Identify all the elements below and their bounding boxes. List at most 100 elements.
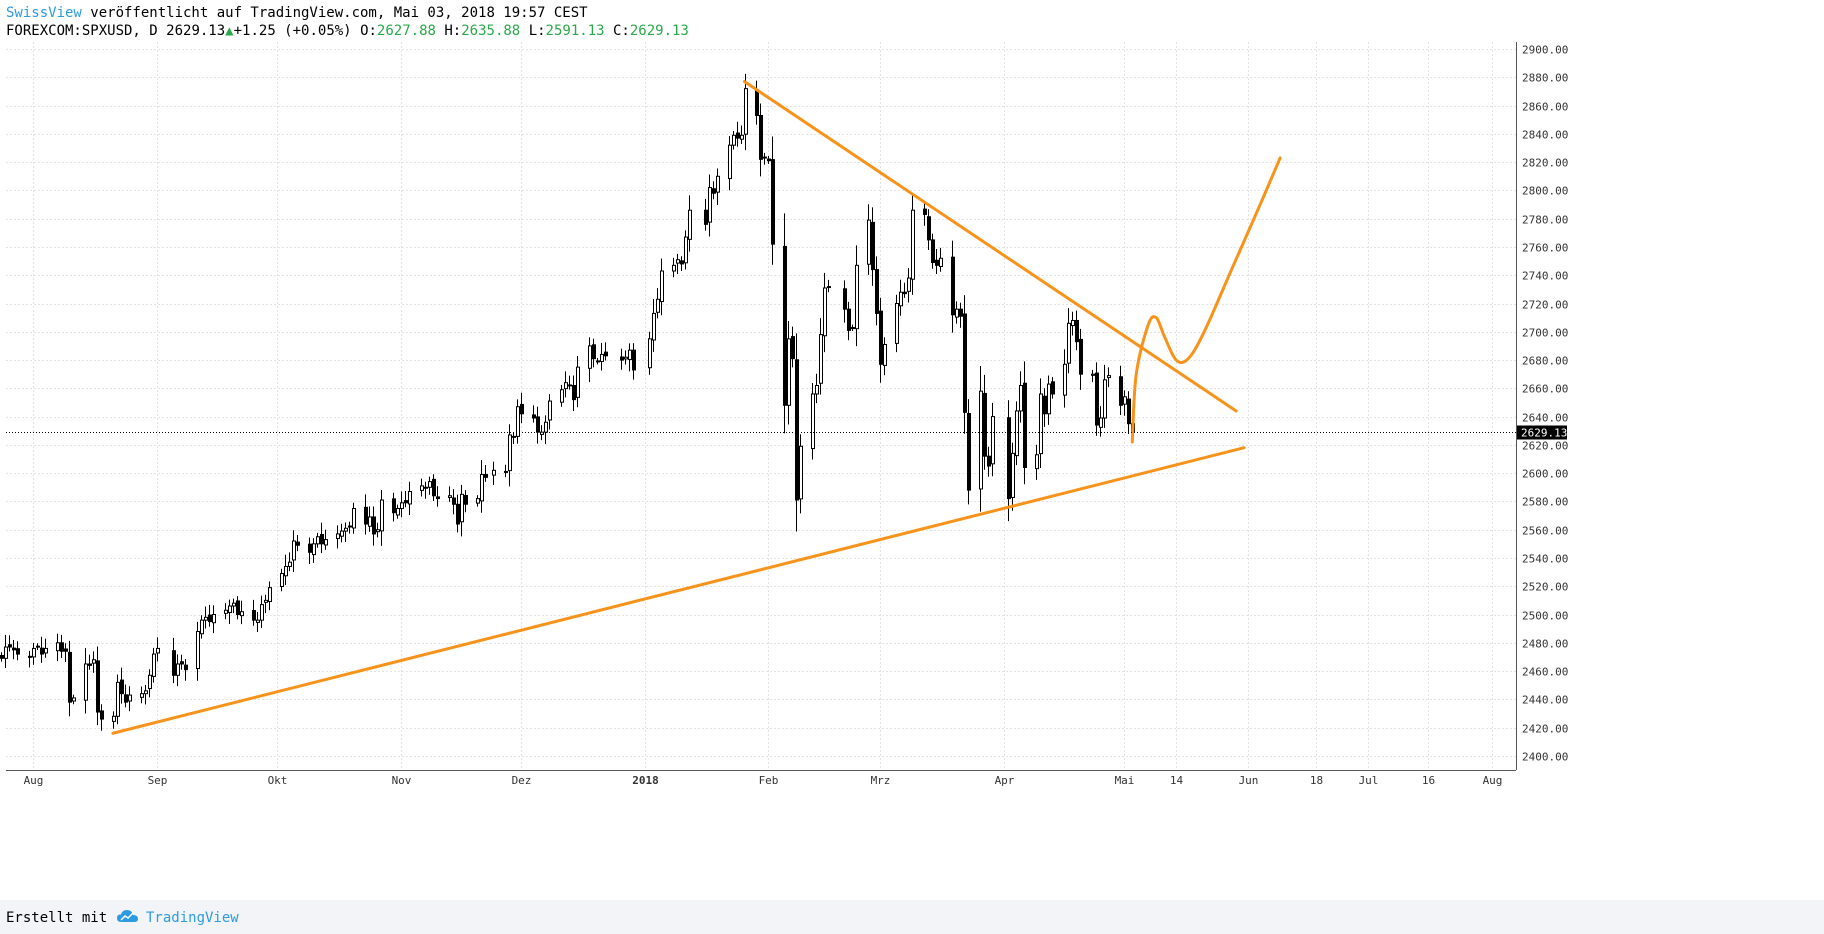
y-tick-label: 2440.00 [1522,694,1568,707]
candle-body [476,498,480,504]
y-tick-label: 2780.00 [1522,214,1568,227]
x-tick-label: 14 [1170,774,1184,787]
candle-body [176,663,180,676]
candle-body [931,239,935,264]
candle-body [180,661,184,665]
candle-body [1015,410,1019,457]
price-chart[interactable]: 2400.00 2420.00 2440.00 2460.00 2480.00 2500.… [0,42,1824,900]
candle-body [564,382,568,390]
candle-body [212,614,216,624]
tradingview-link[interactable]: TradingView [146,910,239,926]
candle-body [871,221,875,271]
y-tick-label: 2460.00 [1522,666,1568,679]
y-tick-label: 2560.00 [1522,525,1568,538]
candle-body [112,715,116,722]
candle-body [280,573,284,588]
x-tick-label: Dez [512,774,532,787]
candle-body [875,269,879,314]
candle-body [843,288,847,310]
y-tick-label: 2880.00 [1522,72,1568,85]
up-arrow-icon: ▲ [225,23,234,39]
candle-body [308,543,312,553]
candle-body [236,600,240,616]
candle-body [124,694,128,703]
candle-body [520,403,524,415]
candle-body [316,536,320,545]
candle-body [344,527,348,532]
candle-body [1071,319,1075,327]
candle-body [1011,452,1015,498]
candle-body [895,303,899,344]
candle-body [100,710,104,720]
candle-body [296,541,300,546]
candle-body [408,491,412,505]
chart-header: SwissView veröffentlicht auf TradingView… [0,0,1824,42]
candle-body [1099,417,1103,428]
candle-body [464,494,468,505]
candle-body [348,525,352,528]
x-tick-label: Mai [1115,774,1135,787]
candle-body [460,493,464,523]
y-tick-label: 2860.00 [1522,101,1568,114]
candle-body [732,134,736,146]
candle-body [340,530,344,537]
candle-body [716,175,720,193]
candle-body [120,679,124,695]
candle-body [712,188,716,194]
candle-body [1103,379,1107,419]
candle-body [252,610,256,621]
projection-curve[interactable] [1130,156,1282,444]
candle-body [260,604,264,621]
candle-body [12,647,16,651]
candle-body [560,389,564,403]
candle-body [140,693,144,698]
publisher-name[interactable]: SwissView [6,5,82,21]
y-tick-label: 2580.00 [1522,496,1568,509]
candle-body [64,648,68,652]
candle-body [1079,338,1083,375]
candle-body [1119,376,1123,406]
y-tick-label: 2820.00 [1522,157,1568,170]
candle-body [728,144,732,180]
candle-body [576,366,580,398]
candle-body [204,616,208,621]
y-tick-label: 2500.00 [1522,610,1568,623]
y-tick-label: 2420.00 [1522,723,1568,736]
candle-body [512,435,516,438]
candle-body [480,474,484,502]
candle-body [827,286,831,289]
close-value: 2629.13 [629,23,689,39]
candle-body [1043,395,1047,415]
high-label: H: [444,23,462,39]
x-tick-label: Nov [392,774,412,787]
trendline-support[interactable] [111,446,1246,735]
candle-body [436,496,440,500]
candle-body [736,132,740,139]
trend-drawings[interactable] [111,80,1282,735]
candle-body [148,674,152,690]
y-tick-label: 2700.00 [1522,327,1568,340]
candle-body [744,88,748,135]
y-tick-label: 2520.00 [1522,581,1568,594]
close-label: C: [613,23,630,39]
candle-body [92,659,96,664]
candle-body [376,529,380,533]
candle-body [783,245,787,406]
candle-body [88,663,92,666]
trendline-resistance[interactable] [743,80,1238,413]
y-tick-label: 2480.00 [1522,638,1568,651]
candle-body [156,647,160,654]
candle-body [899,291,903,307]
candle-body [364,506,368,525]
candle-body [532,414,536,419]
candle-body [504,470,508,473]
candle-body [548,400,552,421]
y-tick-label: 2740.00 [1522,270,1568,283]
candle-body [819,334,823,384]
candle-body [292,540,296,561]
candle-body [1127,398,1131,425]
y-tick-label: 2540.00 [1522,553,1568,566]
candle-body [799,445,803,500]
candle-body [771,159,775,245]
candle-body [1023,382,1027,468]
